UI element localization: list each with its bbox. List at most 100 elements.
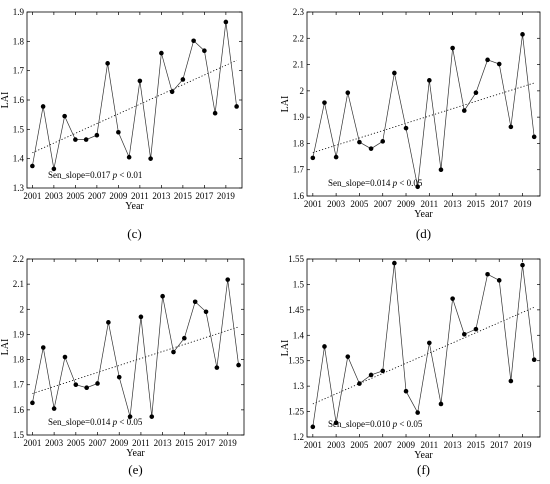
data-point bbox=[357, 381, 362, 386]
x-tick-label: 2001 bbox=[304, 440, 322, 450]
data-point bbox=[461, 108, 467, 113]
data-point bbox=[403, 125, 409, 131]
y-tick-label: 1.5 bbox=[293, 279, 305, 289]
chart-panel-c: 1.3 1.4 1.5 1.6 1.7 1.8 1.9 2001 2003 2005 2007 200… bbox=[0, 7, 243, 241]
data-point bbox=[225, 277, 231, 282]
y-tick-label: 1.6 bbox=[13, 405, 25, 415]
x-axis-label: Year bbox=[414, 209, 433, 220]
data-point bbox=[73, 382, 79, 388]
data-point bbox=[380, 139, 386, 144]
y-tick-label: 1.3 bbox=[13, 183, 25, 193]
data-point bbox=[310, 424, 316, 430]
data-point bbox=[438, 401, 444, 407]
data-point bbox=[485, 57, 490, 63]
x-tick-label: 2005 bbox=[66, 191, 85, 201]
y-tick-label: 1.8 bbox=[13, 355, 25, 365]
y-tick-label: 1.9 bbox=[13, 7, 25, 17]
data-point bbox=[427, 78, 432, 83]
data-point bbox=[62, 354, 68, 360]
x-tick-label: 2011 bbox=[420, 440, 438, 450]
y-tick-label: 2 bbox=[300, 86, 305, 96]
data-point bbox=[51, 406, 57, 411]
y-tick-label: 1.55 bbox=[288, 254, 304, 264]
x-tick-label: 2009 bbox=[397, 440, 416, 450]
data-point bbox=[485, 271, 490, 277]
y-axis-label: LAI bbox=[0, 92, 11, 109]
data-point bbox=[73, 137, 78, 142]
panel-caption: (e) bbox=[128, 462, 142, 477]
data-point bbox=[473, 326, 479, 332]
data-point bbox=[180, 77, 186, 82]
y-tick-label: 1.25 bbox=[288, 407, 304, 417]
y-tick-label: 1.7 bbox=[13, 66, 25, 76]
x-tick-label: 2015 bbox=[467, 440, 486, 450]
x-tick-label: 2001 bbox=[23, 438, 41, 448]
plot-frame bbox=[26, 258, 245, 436]
y-tick-label: 2.1 bbox=[13, 279, 24, 289]
data-point bbox=[322, 100, 327, 105]
y-tick-label: 1.35 bbox=[288, 356, 304, 366]
chart-panel-d: 1.6 1.7 1.8 1.9 2 2.1 2.2 2.3 2001 2003 2005 2007 20… bbox=[280, 7, 541, 241]
y-tick-label: 2.3 bbox=[293, 7, 305, 17]
data-point bbox=[345, 90, 351, 95]
x-tick-label: 2005 bbox=[67, 438, 86, 448]
y-tick-label: 2.2 bbox=[13, 254, 24, 264]
panel-caption: (f) bbox=[417, 462, 430, 477]
x-axis-label: Year bbox=[126, 448, 145, 459]
data-point bbox=[30, 400, 35, 406]
data-point bbox=[368, 372, 374, 378]
y-tick-label: 1.5 bbox=[13, 124, 25, 134]
data-point bbox=[62, 113, 67, 119]
x-tick-label: 2005 bbox=[350, 440, 369, 450]
x-tick-label: 2015 bbox=[175, 438, 194, 448]
data-point bbox=[40, 104, 46, 109]
data-point bbox=[160, 293, 165, 299]
x-tick-label: 2017 bbox=[490, 440, 509, 450]
data-point bbox=[214, 365, 220, 370]
panel-caption: (d) bbox=[416, 226, 431, 241]
y-tick-label: 1.6 bbox=[293, 191, 305, 201]
y-axis-label: LAI bbox=[0, 339, 11, 356]
data-point bbox=[192, 299, 198, 305]
x-tick-label: 2013 bbox=[444, 440, 463, 450]
data-point bbox=[191, 38, 196, 44]
x-tick-label: 2017 bbox=[197, 438, 216, 448]
x-tick-label: 2013 bbox=[444, 199, 463, 209]
data-point bbox=[116, 374, 122, 380]
x-tick-label: 2019 bbox=[217, 191, 236, 201]
x-tick-label: 2013 bbox=[152, 191, 171, 201]
y-tick-label: 1.4 bbox=[13, 154, 25, 164]
x-tick-label: 2009 bbox=[110, 438, 129, 448]
sen-slope-annotation: Sen_slope=0.014 p < 0.05 bbox=[328, 178, 423, 188]
plot-frame bbox=[306, 258, 541, 438]
y-tick-label: 1.9 bbox=[293, 112, 305, 122]
y-tick-label: 1.45 bbox=[288, 305, 304, 315]
data-point bbox=[508, 124, 514, 130]
data-point bbox=[223, 19, 229, 25]
x-tick-label: 2007 bbox=[88, 191, 107, 201]
data-point bbox=[234, 104, 239, 109]
chart-panel-f: 1.2 1.25 1.3 1.35 1.4 1.45 1.5 1.55 2001 2003 2005… bbox=[280, 254, 541, 477]
data-point bbox=[40, 345, 46, 350]
data-point bbox=[30, 163, 35, 169]
data-point bbox=[392, 70, 397, 76]
y-axis-label: LAI bbox=[280, 340, 291, 357]
data-point bbox=[496, 278, 502, 283]
x-tick-label: 2011 bbox=[420, 199, 438, 209]
x-tick-label: 2019 bbox=[514, 440, 533, 450]
data-point bbox=[345, 354, 351, 359]
data-point bbox=[520, 32, 525, 37]
y-tick-label: 1.7 bbox=[13, 380, 25, 390]
y-axis-label: LAI bbox=[280, 96, 291, 113]
plot-frame bbox=[26, 11, 243, 189]
data-point bbox=[169, 89, 175, 95]
data-point bbox=[357, 139, 362, 145]
series-line bbox=[32, 279, 239, 417]
x-tick-label: 2019 bbox=[514, 199, 533, 209]
data-point bbox=[496, 61, 502, 67]
data-point bbox=[236, 362, 241, 368]
data-point bbox=[368, 146, 374, 151]
y-tick-label: 1.8 bbox=[293, 138, 305, 148]
